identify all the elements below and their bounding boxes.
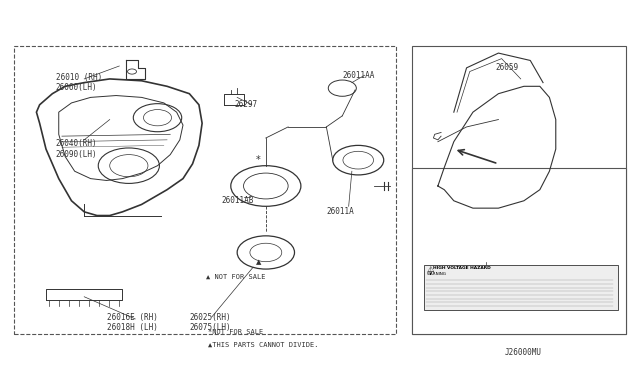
Text: 26059: 26059: [495, 63, 518, 72]
Text: 26010 (RH)
26060(LH): 26010 (RH) 26060(LH): [56, 73, 102, 92]
Text: 26011A: 26011A: [326, 207, 354, 217]
FancyBboxPatch shape: [412, 46, 626, 334]
Text: 26025(RH)
26075(LH): 26025(RH) 26075(LH): [189, 313, 231, 332]
Text: 26011AA: 26011AA: [342, 71, 374, 80]
Text: ▲: ▲: [255, 259, 261, 265]
Text: ▲ NOT FOR SALE: ▲ NOT FOR SALE: [206, 273, 266, 279]
Text: ⚠: ⚠: [426, 264, 434, 273]
Text: J26000MU: J26000MU: [505, 348, 542, 357]
Text: *NOT FOR SALE: *NOT FOR SALE: [209, 329, 264, 335]
Text: *: *: [256, 155, 260, 165]
Text: ▲THIS PARTS CANNOT DIVIDE.: ▲THIS PARTS CANNOT DIVIDE.: [209, 342, 319, 348]
FancyBboxPatch shape: [412, 167, 626, 334]
Text: 26297: 26297: [234, 100, 257, 109]
Text: HIGH VOLTAGE HAZARD: HIGH VOLTAGE HAZARD: [433, 266, 490, 270]
Text: WARNING: WARNING: [426, 272, 447, 276]
FancyBboxPatch shape: [14, 46, 396, 334]
FancyBboxPatch shape: [424, 264, 618, 310]
Text: 26040(RH)
26090(LH): 26040(RH) 26090(LH): [56, 140, 97, 159]
Text: 26016E (RH)
26018H (LH): 26016E (RH) 26018H (LH): [106, 313, 157, 332]
Text: 26011AB: 26011AB: [221, 196, 253, 205]
